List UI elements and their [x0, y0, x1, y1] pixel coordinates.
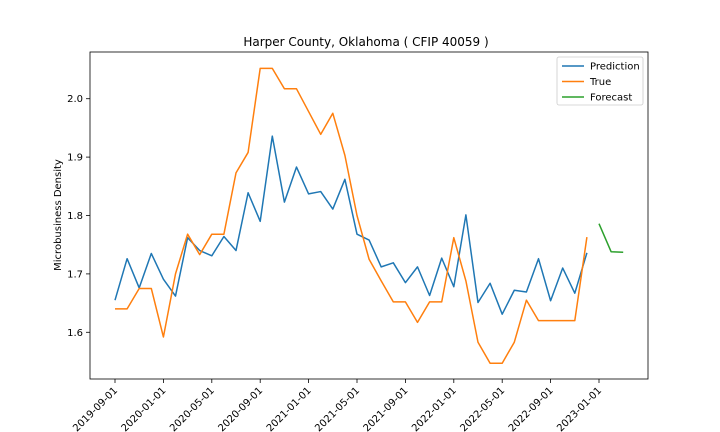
y-tick-label: 1.9 — [67, 153, 83, 164]
y-axis-label: Microbusiness Density — [53, 159, 64, 271]
y-tick-label: 1.8 — [67, 211, 83, 222]
legend-label-true: True — [589, 77, 611, 88]
legend-label-forecast: Forecast — [590, 93, 632, 104]
y-tick-label: 1.7 — [67, 269, 83, 280]
series-lines — [114, 67, 624, 364]
legend: Prediction True Forecast — [556, 56, 644, 106]
legend-label-prediction: Prediction — [590, 62, 640, 73]
legend-box — [556, 56, 644, 106]
y-axis: 1.6 1.7 1.8 1.9 2.0 — [67, 94, 90, 339]
series-line-forecast — [598, 223, 624, 254]
series-line-true — [115, 67, 588, 364]
y-tick-label: 1.6 — [67, 328, 83, 339]
y-tick-label: 2.0 — [67, 94, 83, 105]
chart-title: Harper County, Oklahoma ( CFIP 40059 ) — [243, 35, 488, 49]
